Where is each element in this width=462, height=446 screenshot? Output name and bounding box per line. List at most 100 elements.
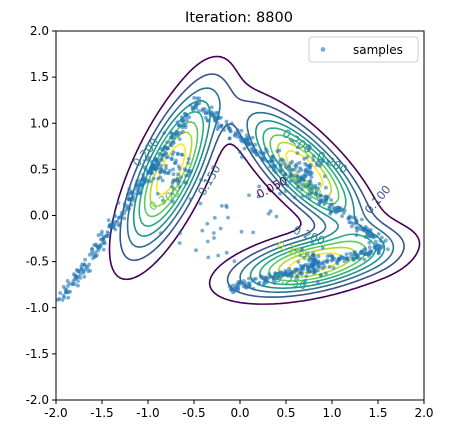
sample-point <box>106 234 110 239</box>
sample-point <box>358 227 363 232</box>
sample-point <box>224 119 229 124</box>
sample-point <box>219 125 223 129</box>
sample-point <box>82 263 87 267</box>
sample-point <box>108 225 112 229</box>
sample-point <box>351 252 356 257</box>
sample-point <box>356 254 360 258</box>
sample-point <box>347 214 352 219</box>
sample-point <box>274 214 279 219</box>
sample-point <box>354 218 358 222</box>
sample-point <box>259 276 264 280</box>
sample-point <box>283 162 288 166</box>
sample-point <box>115 219 120 224</box>
sample-point <box>105 230 110 235</box>
sample-point <box>367 240 372 245</box>
sample-point <box>78 272 83 277</box>
sample-point <box>194 248 198 253</box>
sample-point <box>340 207 344 212</box>
sample-point <box>91 256 95 261</box>
sample-point <box>242 139 247 144</box>
sample-point <box>310 183 314 188</box>
sample-point <box>307 185 312 190</box>
sample-point <box>302 255 307 260</box>
sample-point <box>187 115 192 120</box>
sample-point <box>178 231 182 236</box>
sample-point <box>318 161 323 166</box>
sample-point <box>140 183 145 188</box>
sample-point <box>239 229 244 234</box>
sample-point <box>277 148 282 153</box>
sample-point <box>266 211 271 216</box>
sample-point <box>329 198 333 202</box>
sample-point <box>292 173 296 178</box>
sample-point <box>198 201 203 206</box>
sample-point <box>199 177 204 182</box>
x-tick-label: -2.0 <box>44 406 67 420</box>
x-tick-label: 0.0 <box>230 406 249 420</box>
sample-point <box>93 250 98 255</box>
sample-point <box>66 295 71 300</box>
sample-point <box>76 279 80 283</box>
sample-point <box>160 178 165 183</box>
sample-point <box>340 214 344 219</box>
sample-point <box>56 298 60 302</box>
sample-point <box>179 175 183 180</box>
sample-point <box>316 254 321 259</box>
sample-point <box>227 136 232 141</box>
sample-point <box>127 197 131 202</box>
sample-point <box>205 239 210 244</box>
sample-point <box>270 154 275 159</box>
sample-point <box>215 127 220 132</box>
y-axis: 2.0 1.5 1.0 0.5 0.0 -0.5 -1.0 -1.5 -2.0 <box>26 24 56 407</box>
sample-point <box>83 257 87 262</box>
sample-point <box>96 248 100 253</box>
sample-point <box>344 252 349 257</box>
sample-point <box>324 271 328 276</box>
sample-point <box>295 151 300 156</box>
sample-point <box>219 204 224 208</box>
sample-point <box>312 185 317 190</box>
sample-point <box>228 126 232 131</box>
sample-point <box>128 191 132 196</box>
sample-point <box>135 179 140 184</box>
sample-point <box>374 247 379 252</box>
sample-point <box>226 215 231 220</box>
sample-point <box>117 222 121 227</box>
sample-point <box>312 254 317 258</box>
sample-point <box>240 155 244 159</box>
sample-point <box>336 257 341 262</box>
sample-point <box>321 266 325 271</box>
sample-point <box>244 133 249 138</box>
sample-point <box>230 121 234 126</box>
sample-point <box>384 238 388 243</box>
sample-point <box>305 182 310 187</box>
sample-point <box>72 277 77 282</box>
sample-point <box>301 182 305 187</box>
sample-point <box>176 164 181 169</box>
sample-point <box>166 155 171 160</box>
sample-point <box>148 179 153 184</box>
sample-point <box>290 159 294 164</box>
sample-point <box>168 168 172 173</box>
sample-point <box>177 123 182 128</box>
sample-point <box>298 253 302 258</box>
sample-point <box>149 165 154 170</box>
sample-point <box>188 103 193 108</box>
sample-point <box>378 238 383 243</box>
sample-point <box>237 133 242 138</box>
sample-point <box>296 169 301 174</box>
x-axis: -2.0 -1.5 -1.0 -0.5 0.0 0.5 1.0 1.5 2.0 <box>44 400 434 420</box>
sample-point <box>238 150 242 155</box>
sample-point <box>201 108 205 113</box>
sample-point <box>370 233 374 238</box>
sample-point <box>101 247 106 252</box>
sample-point <box>129 202 134 207</box>
sample-point <box>310 171 314 175</box>
sample-point <box>246 137 251 141</box>
sample-point <box>247 276 251 281</box>
sample-point <box>181 120 186 124</box>
sample-point <box>329 210 334 214</box>
sample-point <box>253 142 258 147</box>
sample-point <box>256 194 261 199</box>
y-tick-label: 0.5 <box>30 162 49 176</box>
